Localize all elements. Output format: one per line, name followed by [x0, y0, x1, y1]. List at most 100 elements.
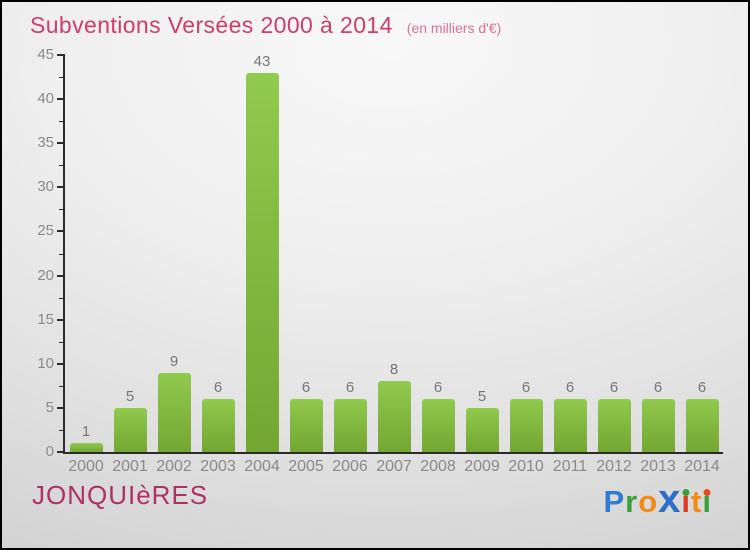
y-tick-label: 25 [37, 222, 54, 240]
bar-value-label: 6 [433, 379, 443, 397]
logo-i-dot [682, 489, 690, 496]
x-tick-label: 2006 [332, 458, 368, 475]
bar-slot: 6 [680, 379, 724, 452]
y-tick-major [57, 186, 63, 189]
y-tick-minor [59, 209, 63, 211]
logo-letter: ı [681, 484, 692, 519]
x-tick-label: 2014 [684, 458, 720, 475]
bar-value-label: 6 [345, 379, 355, 397]
y-tick-major [57, 451, 63, 453]
bar-2002 [157, 372, 191, 452]
bar-value-label: 6 [213, 379, 223, 397]
y-tick-major [57, 362, 63, 365]
x-tick-label: 2009 [464, 458, 500, 475]
y-tick-label: 45 [37, 46, 54, 63]
logo-letter: ı [702, 484, 712, 519]
logo-i-dot [703, 489, 711, 496]
y-tick-label: 20 [37, 266, 54, 284]
x-tick-label: 2000 [68, 458, 104, 475]
bar-value-label: 6 [697, 379, 707, 397]
bar-slot: 9 [152, 353, 196, 452]
bar-2005 [289, 399, 323, 452]
bar-2004 [245, 72, 279, 452]
logo-letter: o [638, 484, 659, 519]
bar-value-label: 43 [253, 52, 271, 70]
bar-value-label: 9 [169, 352, 179, 370]
bar-slot: 6 [196, 379, 240, 452]
municipality-name: JONQUIèRES [32, 480, 209, 510]
bar-value-label: 8 [389, 361, 399, 379]
chart-header: Subventions Versées 2000 à 2014 (en mill… [30, 12, 501, 39]
chart-title: Subventions Versées 2000 à 2014 [30, 12, 393, 38]
bar-slot: 8 [372, 361, 416, 452]
x-tick-label: 2013 [640, 458, 676, 475]
logo-letter: P [603, 484, 626, 519]
bar-slot: 6 [416, 379, 460, 452]
bar-value-label: 6 [521, 379, 531, 397]
x-tick-label: 2003 [200, 458, 236, 475]
x-tick-label: 2002 [156, 458, 192, 475]
bar-2014 [685, 399, 719, 452]
chart-subtitle: (en milliers d'€) [406, 20, 502, 36]
y-tick-major [57, 318, 63, 321]
y-tick-minor [59, 121, 63, 123]
y-tick-label: 5 [45, 398, 54, 416]
bar-slot: 6 [548, 379, 592, 452]
y-tick-minor [59, 385, 63, 387]
bar-2013 [641, 399, 675, 452]
bar-slot: 6 [592, 379, 636, 452]
x-tick-label: 2011 [552, 458, 588, 475]
bar-2009 [465, 407, 499, 452]
y-tick-minor [59, 297, 63, 299]
logo-letter: t [691, 484, 703, 519]
bar-value-label: 6 [565, 379, 575, 397]
y-tick-label: 10 [37, 354, 54, 372]
bar-slot: 6 [328, 379, 372, 452]
x-tick-label: 2010 [508, 458, 544, 475]
bar-slot: 5 [460, 388, 504, 452]
bar-2006 [333, 399, 367, 452]
x-axis [63, 452, 723, 454]
y-tick-label: 40 [37, 90, 54, 108]
proxiti-logo: Proxı tı [603, 479, 712, 522]
y-tick-major [57, 230, 63, 233]
x-tick-label: 2008 [420, 458, 456, 475]
y-tick-major [57, 274, 63, 277]
x-tick-label: 2005 [288, 458, 324, 475]
bar-slot: 5 [108, 388, 152, 452]
y-tick-label: 30 [37, 178, 54, 196]
y-tick-minor [59, 429, 63, 431]
x-tick-label: 2007 [376, 458, 412, 475]
bar-2001 [113, 407, 147, 452]
y-tick-minor [59, 77, 63, 79]
bar-value-label: 6 [609, 379, 619, 397]
y-tick-major [57, 406, 63, 409]
y-tick-minor [59, 253, 63, 255]
y-tick-label: 0 [45, 443, 54, 460]
bar-slot: 43 [240, 53, 284, 452]
logo-letter-x: x [658, 477, 682, 521]
x-tick-label: 2001 [112, 458, 148, 475]
bar-2008 [421, 399, 455, 452]
logo-letter: r [625, 484, 639, 519]
bar-2010 [509, 399, 543, 452]
y-tick-major [57, 98, 63, 101]
bar-2011 [553, 399, 587, 452]
bar-value-label: 5 [477, 387, 487, 405]
bar-value-label: 6 [301, 379, 311, 397]
bar-slot: 6 [636, 379, 680, 452]
y-axis [63, 54, 65, 454]
y-tick-label: 15 [37, 310, 54, 328]
bar-value-label: 1 [81, 423, 91, 441]
bar-value-label: 6 [653, 379, 663, 397]
x-tick-label: 2004 [244, 458, 280, 475]
y-tick-major [57, 54, 63, 56]
bar-slot: 6 [504, 379, 548, 452]
bar-2012 [597, 399, 631, 452]
y-tick-major [57, 142, 63, 145]
y-tick-minor [59, 165, 63, 167]
bar-2007 [377, 381, 411, 452]
bar-2003 [201, 399, 235, 452]
bar-value-label: 5 [125, 387, 135, 405]
